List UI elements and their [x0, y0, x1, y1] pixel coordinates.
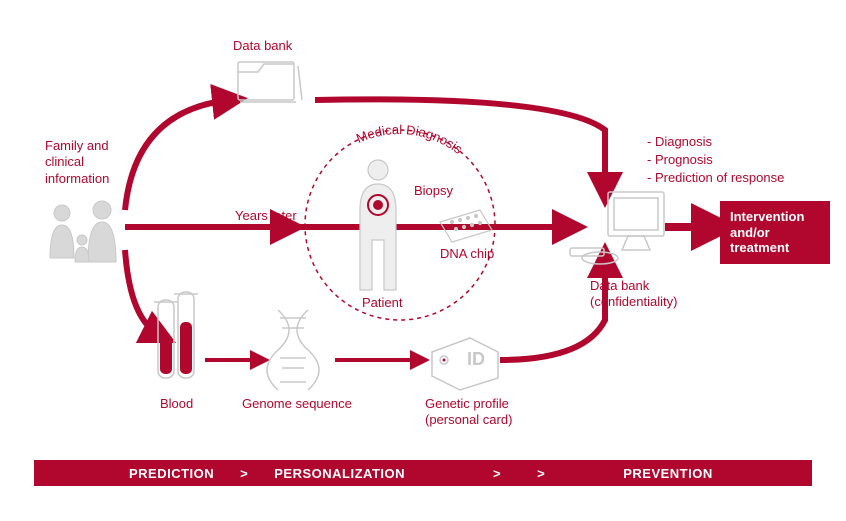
databank-top-label: Data bank [233, 38, 292, 54]
genetic-profile-label-2: (personal card) [425, 412, 512, 428]
family-icon [50, 201, 116, 262]
outcome-list: - Diagnosis - Prognosis - Prediction of … [647, 133, 784, 188]
dna-icon [267, 310, 319, 390]
genetic-profile-label-1: Genetic profile [425, 396, 509, 412]
footer-sep: > [222, 466, 266, 481]
tubes-icon [154, 292, 198, 378]
footer-sep: > [413, 466, 519, 481]
genome-label: Genome sequence [242, 396, 352, 412]
databank-right-label-2: (confidentiality) [590, 294, 677, 310]
footer-prediction: PREDICTION [34, 466, 222, 481]
outcome-item: - Diagnosis [647, 133, 784, 151]
computer-icon [570, 192, 664, 264]
svg-text:Medical Diagnosis: Medical Diagnosis [354, 122, 466, 157]
id-tag-text: ID [467, 349, 485, 369]
footer-personalization: PERSONALIZATION [266, 466, 413, 481]
dna-chip-label: DNA chip [440, 246, 494, 262]
outcome-item: - Prediction of response [647, 169, 784, 187]
outcome-item: - Prognosis [647, 151, 784, 169]
medical-diagnosis-label: Medical Diagnosis [354, 122, 466, 157]
databank-right-label-1: Data bank [590, 278, 649, 294]
years-later-label: Years later [235, 208, 297, 224]
person-icon [360, 160, 396, 290]
tag-icon [432, 338, 498, 390]
intervention-box: Intervention and/or treatment [720, 201, 830, 264]
patient-label: Patient [362, 295, 402, 311]
footer-prevention: PREVENTION [563, 466, 721, 481]
biopsy-label: Biopsy [414, 183, 453, 199]
blood-label: Blood [160, 396, 193, 412]
family-label: Family andclinicalinformation [45, 138, 155, 187]
footer-bar: PREDICTION > PERSONALIZATION > > PREVENT… [34, 460, 812, 486]
folder-icon [238, 62, 302, 102]
diagram-canvas: Medical Diagnosis [0, 0, 846, 521]
footer-sep: > [519, 466, 563, 481]
